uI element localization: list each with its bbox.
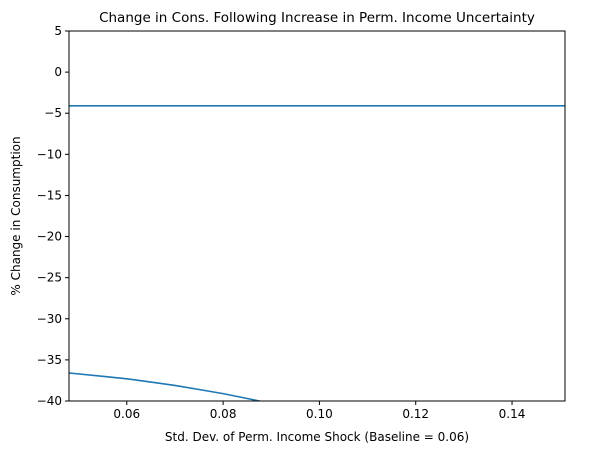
y-tick-label: −40 [37, 394, 62, 408]
y-tick-label: −5 [44, 106, 62, 120]
x-tick-label: 0.06 [113, 407, 140, 421]
plot-frame [68, 30, 566, 402]
x-tick-label: 0.12 [402, 407, 429, 421]
y-tick-label: −30 [37, 312, 62, 326]
chart-title: Change in Cons. Following Increase in Pe… [99, 10, 535, 26]
y-axis-label: % Change in Consumption [9, 136, 23, 295]
axis-ticks: 0.06 0.08 0.10 0.12 0.14 5 0 −5 −10 −15 −20 −25 −30 −… [37, 24, 526, 421]
y-tick-label: −20 [37, 230, 62, 244]
y-tick-label: 5 [54, 24, 62, 38]
y-tick-label: 0 [54, 65, 62, 79]
x-tick-label: 0.10 [306, 407, 333, 421]
y-tick-label: −15 [37, 188, 62, 202]
y-tick-label: −10 [37, 147, 62, 161]
plot-lines [69, 105, 565, 401]
x-tick-label: 0.08 [210, 407, 237, 421]
y-tick-label: −35 [37, 353, 62, 367]
x-tick-label: 0.14 [499, 407, 526, 421]
x-axis-label: Std. Dev. of Perm. Income Shock (Baselin… [165, 430, 469, 444]
y-tick-label: −25 [37, 271, 62, 285]
series-line-1 [69, 372, 264, 401]
